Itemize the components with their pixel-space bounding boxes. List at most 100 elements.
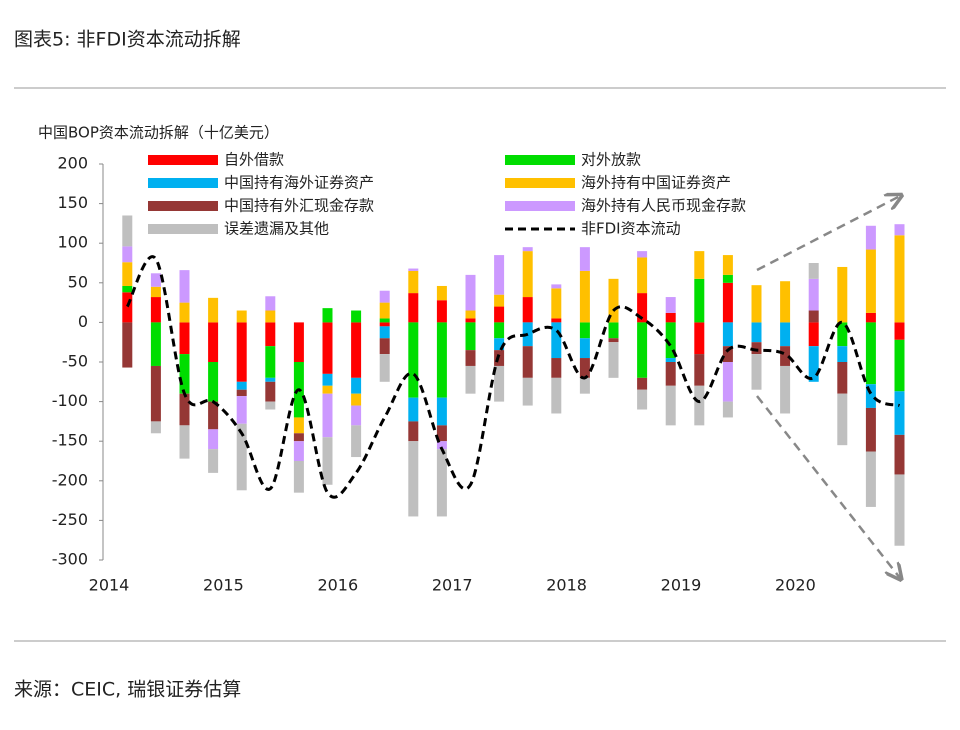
bar-segment <box>436 285 447 301</box>
legend-swatch <box>148 178 218 188</box>
bar-segment <box>579 247 590 271</box>
legend-swatch <box>148 224 218 234</box>
bar-segment <box>894 474 905 546</box>
bar-segment <box>265 296 276 311</box>
bar-segment <box>837 346 848 362</box>
bar-segment <box>436 397 447 426</box>
bar-segment <box>637 377 648 390</box>
bar-segment <box>665 385 676 426</box>
bar-segment <box>436 449 447 517</box>
bar-segment <box>808 278 819 311</box>
bar-segment <box>637 322 648 378</box>
legend-swatch <box>505 178 575 188</box>
bar-segment <box>122 262 133 286</box>
x-tick-label: 2018 <box>546 576 587 595</box>
bar-segment <box>665 358 676 362</box>
bar-segment <box>150 297 161 323</box>
bar-segment <box>865 249 876 313</box>
y-tick-label: -100 <box>52 391 88 410</box>
bar-segment <box>522 297 533 323</box>
x-tick-label: 2015 <box>203 576 244 595</box>
bar-segment <box>722 274 733 283</box>
bar-segment <box>494 306 505 323</box>
bar-segment <box>208 449 219 473</box>
bar-segment <box>865 451 876 507</box>
bar-segment <box>179 354 190 394</box>
bar-segment <box>379 290 390 303</box>
bar-segment <box>637 389 648 410</box>
chart-title: 中国BOP资本流动拆解（十亿美元） <box>38 124 279 142</box>
bar-segment <box>780 322 791 347</box>
legend-label: 海外持有中国证券资产 <box>581 174 731 192</box>
bar-segment <box>722 322 733 347</box>
bar-segment <box>379 326 390 339</box>
bar-segment <box>494 322 505 339</box>
y-tick-label: 0 <box>78 312 88 331</box>
bar-segment <box>465 365 476 394</box>
y-tick-label: -50 <box>62 352 88 371</box>
bar-segment <box>236 396 247 424</box>
bar-segment <box>694 278 705 323</box>
bar-segment <box>322 385 333 394</box>
bar-segment <box>265 322 276 347</box>
legend-swatch <box>148 155 218 165</box>
bar-segment <box>179 302 190 323</box>
bar-segment <box>494 255 505 295</box>
bar-segment <box>665 362 676 386</box>
bar-segment <box>865 225 876 250</box>
bar-segment <box>722 362 733 402</box>
bar-segment <box>179 322 190 355</box>
bar-segment <box>322 308 333 323</box>
bar-segment <box>208 362 219 402</box>
bar-segment <box>208 401 219 430</box>
bar-segment <box>122 292 133 323</box>
bar-segment <box>522 377 533 406</box>
bar-segment <box>722 401 733 418</box>
bar-segment <box>780 346 791 366</box>
legend-label: 非FDI资本流动 <box>581 220 681 238</box>
bar-segment <box>379 302 390 319</box>
bar-segment <box>865 384 876 408</box>
legend-label: 中国持有外汇现金存款 <box>224 197 374 215</box>
bar-segment <box>351 393 362 406</box>
y-tick-label: -200 <box>52 470 88 489</box>
bar-segment <box>465 274 476 311</box>
bar-segment <box>265 381 276 402</box>
bar-segment <box>780 281 791 323</box>
bar-segment <box>379 318 390 323</box>
y-tick-label: 50 <box>68 272 88 291</box>
bar-segment <box>808 322 819 347</box>
bar-segment <box>522 247 533 252</box>
bar-segment <box>408 441 419 517</box>
x-tick-label: 2016 <box>317 576 358 595</box>
trend-arrow <box>756 395 900 578</box>
bar-segment <box>637 257 648 294</box>
bar-segment <box>265 377 276 382</box>
bar-segment <box>665 297 676 313</box>
bar-segment <box>179 270 190 303</box>
bar-segment <box>780 365 791 414</box>
bar-segment <box>322 322 333 374</box>
bar-segment <box>722 255 733 275</box>
bar-segment <box>465 318 476 323</box>
bar-segment <box>322 393 333 438</box>
bar-segment <box>351 377 362 394</box>
bar-segment <box>751 285 762 323</box>
bar-segment <box>408 268 419 271</box>
bar-segment <box>608 342 619 378</box>
bar-segment <box>551 318 562 323</box>
bar-segment <box>579 358 590 378</box>
bar-segment <box>751 322 762 343</box>
x-tick-label: 2019 <box>661 576 702 595</box>
bar-segment <box>865 407 876 452</box>
bar-segment <box>608 278 619 323</box>
bar-segment <box>637 293 648 323</box>
y-tick-label: -250 <box>52 510 88 529</box>
bar-segment <box>865 312 876 323</box>
bar-segment <box>579 377 590 394</box>
bar-segment <box>551 377 562 414</box>
bar-segment <box>751 342 762 355</box>
bar-segment <box>837 266 848 323</box>
bar-segment <box>293 461 304 493</box>
bar-segment <box>379 322 390 327</box>
